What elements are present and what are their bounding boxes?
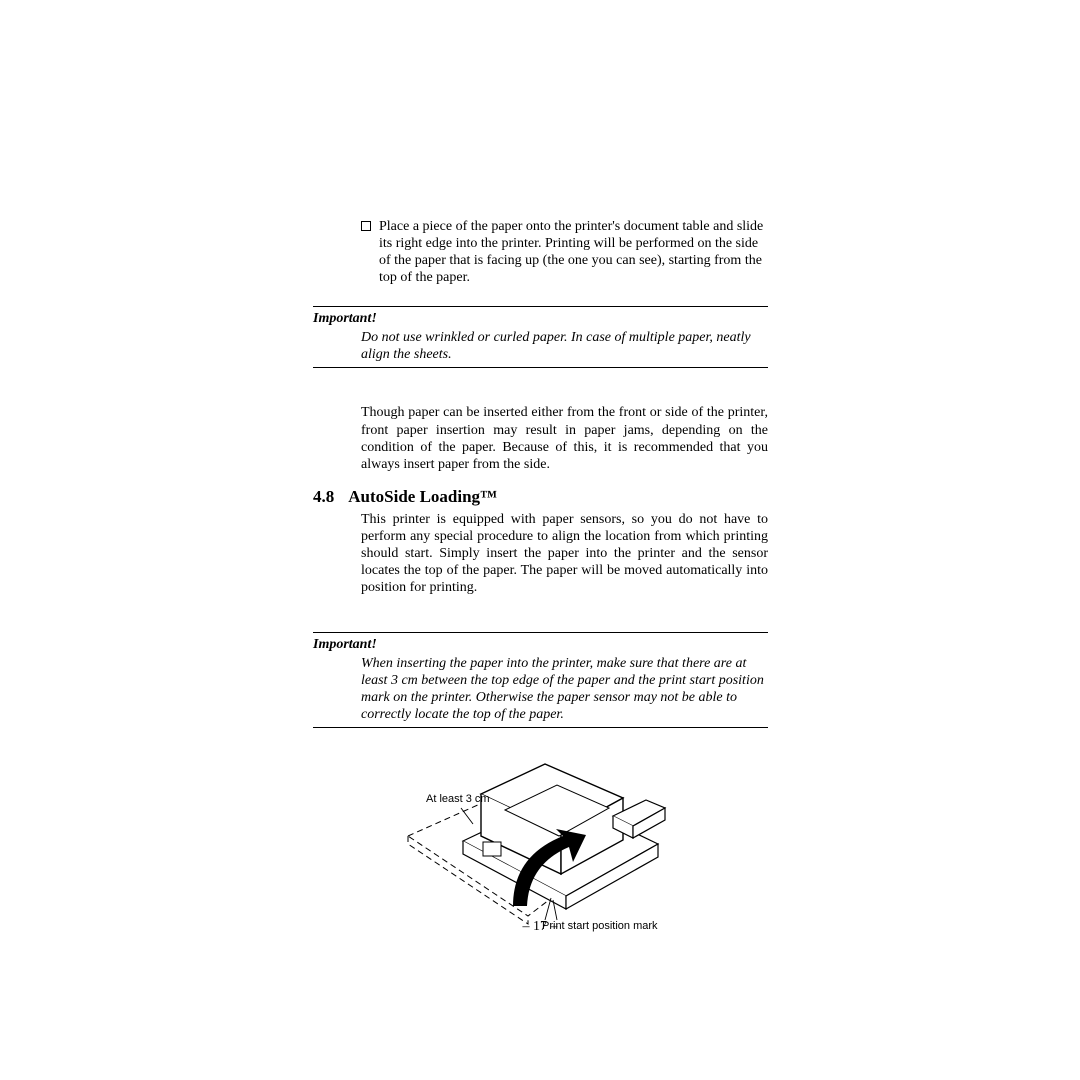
important-body: Do not use wrinkled or curled paper. In … [361,329,768,363]
bullet-box-icon [361,221,371,231]
callout-3cm: At least 3 cm [426,793,490,805]
divider [313,306,768,307]
important-body: When inserting the paper into the printe… [361,655,768,723]
divider [313,632,768,633]
important-label: Important! [313,311,768,327]
divider [313,727,768,728]
paragraph: This printer is equipped with paper sens… [361,511,768,596]
printer-svg [313,736,768,946]
bullet-text: Place a piece of the paper onto the prin… [379,218,768,286]
bullet-item: Place a piece of the paper onto the prin… [361,218,768,286]
section-number: 4.8 [313,487,334,507]
paragraph: Though paper can be inserted either from… [361,404,768,472]
printer-illustration: At least 3 cm Print start position mark [313,736,768,946]
page-number: – 17 – [0,919,1080,935]
divider [313,367,768,368]
section-title: AutoSide Loading™ [348,487,497,507]
important-label: Important! [313,637,768,653]
section-heading: 4.8 AutoSide Loading™ [313,487,768,507]
